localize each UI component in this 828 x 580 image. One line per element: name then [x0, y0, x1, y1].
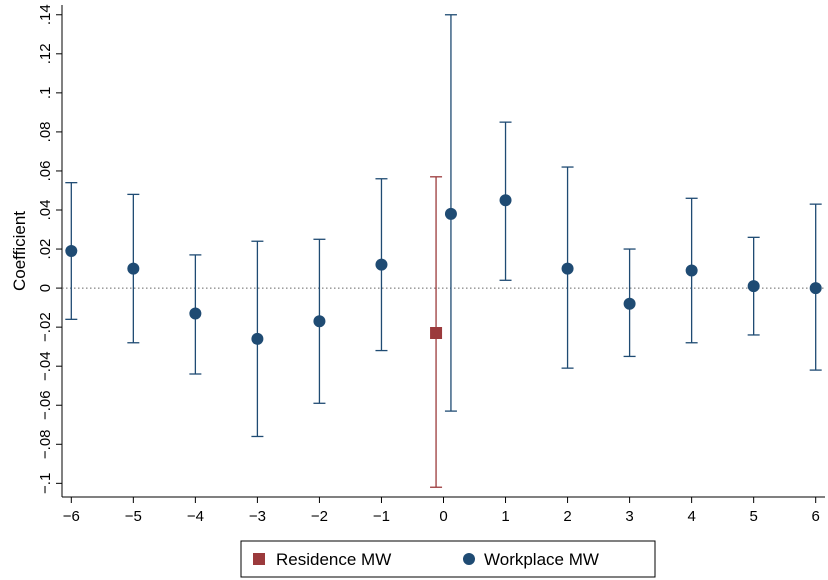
x-tick-label: −5 — [125, 508, 142, 525]
y-tick-label: −.1 — [37, 473, 54, 494]
data-point-circle — [747, 280, 760, 293]
y-tick-label: −.04 — [37, 351, 54, 381]
data-point-circle — [65, 245, 78, 257]
y-tick-label: .06 — [37, 161, 54, 182]
data-point-circle — [251, 332, 264, 345]
plot-frame — [61, 5, 825, 498]
y-tick-label: .02 — [37, 239, 54, 260]
data-point-circle — [499, 194, 512, 207]
x-tick-label: −1 — [373, 508, 390, 525]
y-tick-label: .14 — [37, 4, 54, 25]
y-tick-label: .12 — [37, 43, 54, 64]
x-tick-label: 0 — [439, 508, 447, 525]
x-tick-label: −3 — [249, 508, 266, 525]
x-tick-label: 3 — [625, 508, 633, 525]
legend-box — [240, 540, 656, 578]
legend-label-workplace: Workplace MW — [484, 550, 599, 569]
y-tick-label: .08 — [37, 121, 54, 142]
data-point-circle — [375, 258, 388, 271]
data-point-circle — [189, 307, 202, 320]
y-tick-label: −.02 — [37, 312, 54, 342]
data-point-square — [430, 327, 443, 339]
x-tick-label: 4 — [687, 508, 695, 525]
x-tick-label: −4 — [187, 508, 204, 525]
y-tick-label: −.08 — [37, 429, 54, 459]
legend-marker-residence — [253, 553, 265, 565]
data-point-circle — [809, 282, 822, 295]
data-point-circle — [127, 262, 140, 275]
data-point-circle — [623, 297, 636, 310]
y-tick-label: −.06 — [37, 390, 54, 420]
data-point-circle — [444, 207, 457, 220]
y-tick-label: 0 — [37, 284, 54, 292]
y-axis-title: Coefficient — [10, 211, 29, 291]
x-tick-label: 2 — [563, 508, 571, 525]
x-tick-label: −2 — [311, 508, 328, 525]
x-axis: −6 −5 −4 −3 −2 −1 0 1 2 3 4 5 6 — [63, 497, 820, 525]
legend: Residence MW Workplace MW — [240, 540, 656, 578]
series-workplace-mw — [65, 14, 822, 438]
series-layer — [65, 14, 822, 488]
data-point-circle — [313, 315, 326, 328]
series-residence-mw — [430, 176, 443, 488]
y-tick-label: .04 — [37, 200, 54, 221]
y-axis: −.1 −.08 −.06 −.04 −.02 0 .02 .04 .06 .08 .1 .12 .14 — [37, 4, 62, 494]
legend-marker-workplace — [463, 553, 475, 565]
y-tick-label: .1 — [37, 87, 54, 100]
x-tick-label: −6 — [63, 508, 80, 525]
legend-label-residence: Residence MW — [276, 550, 391, 569]
data-point-circle — [685, 264, 698, 277]
x-tick-label: 5 — [749, 508, 757, 525]
data-point-circle — [561, 262, 574, 275]
x-tick-label: 1 — [501, 508, 509, 525]
x-tick-label: 6 — [812, 508, 820, 525]
